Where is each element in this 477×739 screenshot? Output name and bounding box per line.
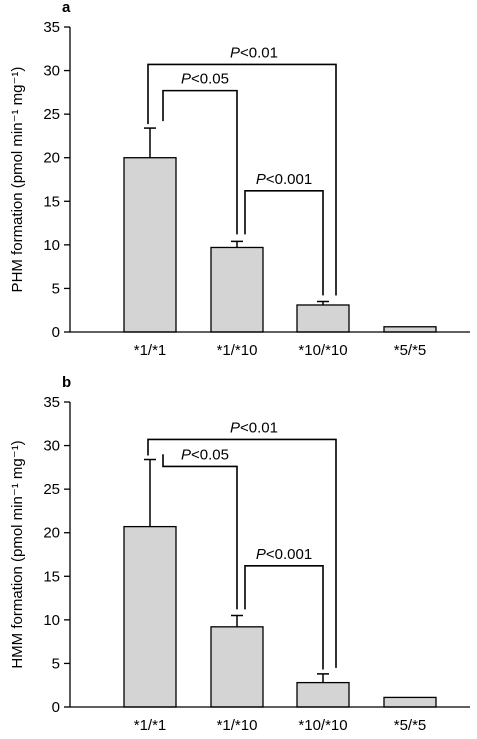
panel-a-bar-2 xyxy=(296,304,350,333)
panel-a-y-tick-label: 15 xyxy=(43,193,60,210)
panel-b-sig-label-0: P<0.01 xyxy=(230,419,278,436)
panel-b-y-tick-label: 5 xyxy=(52,655,60,672)
panel-b-category-label-1: *1/*10 xyxy=(217,717,258,734)
panel-a-category-label-3: *5/*5 xyxy=(394,342,427,359)
panel-a-y-axis-label: PHM formation (pmol min⁻¹ mg⁻¹) xyxy=(9,67,26,293)
panel-a-sig-label-1: P<0.05 xyxy=(181,71,229,88)
panel-b-sig-bracket-0 xyxy=(147,438,337,668)
panel-b-bar-1 xyxy=(210,626,264,708)
panel-a-bar-3 xyxy=(383,326,437,333)
panel-a-bar-1 xyxy=(210,246,264,333)
panel-a-sig-label-2: P<0.001 xyxy=(256,171,312,188)
panel-a-sig-bracket-2 xyxy=(244,190,324,296)
panel-b-y-tick-label: 35 xyxy=(43,394,60,411)
panel-a-sig-bracket-0 xyxy=(147,63,337,296)
panel-a-y-tick-label: 20 xyxy=(43,150,60,167)
panel-b-y-tick-label: 20 xyxy=(43,525,60,542)
panel-b-y-tick-label: 0 xyxy=(52,699,60,716)
panel-a-y-tick-label: 25 xyxy=(43,106,60,123)
panel-b-label: b xyxy=(62,374,71,391)
panel-a-category-label-2: *10/*10 xyxy=(298,342,347,359)
panel-a-sig-label-0: P<0.01 xyxy=(230,44,278,61)
panel-a-y-tick-label: 5 xyxy=(52,280,60,297)
panel-b-bar-2 xyxy=(296,681,350,708)
panel-b-y-tick-label: 10 xyxy=(43,612,60,629)
panel-b-sig-bracket-1 xyxy=(162,454,238,610)
panel-b-category-label-3: *5/*5 xyxy=(394,717,427,734)
panel-a-y-tick-label: 35 xyxy=(43,19,60,36)
panel-a-bar-0 xyxy=(123,157,177,333)
chart-panel-b: b 0 5 10 15 20 25 30 35 HMM formation (pmol min⁻¹… xyxy=(9,374,470,734)
panel-b-bar-0 xyxy=(123,525,177,708)
panel-b-category-label-0: *1/*1 xyxy=(134,717,167,734)
panel-b-y-axis-label: HMM formation (pmol min⁻¹ mg⁻¹) xyxy=(9,440,26,668)
panel-b-sig-label-1: P<0.05 xyxy=(181,446,229,463)
chart-panel-a: a 0 5 10 15 20 25 30 35 PHM formation (pmol min⁻¹… xyxy=(9,0,470,359)
panel-a-y-tick-label: 0 xyxy=(52,324,60,341)
panel-a-y-tick-label: 10 xyxy=(43,237,60,254)
panel-b-sig-label-2: P<0.001 xyxy=(256,546,312,563)
panel-b-y-tick-label: 15 xyxy=(43,568,60,585)
panel-a-category-label-0: *1/*1 xyxy=(134,342,167,359)
panel-b-y-tick-label: 25 xyxy=(43,481,60,498)
panel-b-y-tick-label: 30 xyxy=(43,438,60,455)
panel-b-bar-3 xyxy=(383,696,437,708)
panel-a-category-label-1: *1/*10 xyxy=(217,342,258,359)
panel-b-sig-bracket-2 xyxy=(244,565,324,670)
panel-b-category-label-2: *10/*10 xyxy=(298,717,347,734)
panel-a-label: a xyxy=(62,0,71,16)
panel-a-y-tick-label: 30 xyxy=(43,63,60,80)
panel-a-sig-bracket-1 xyxy=(162,89,238,235)
